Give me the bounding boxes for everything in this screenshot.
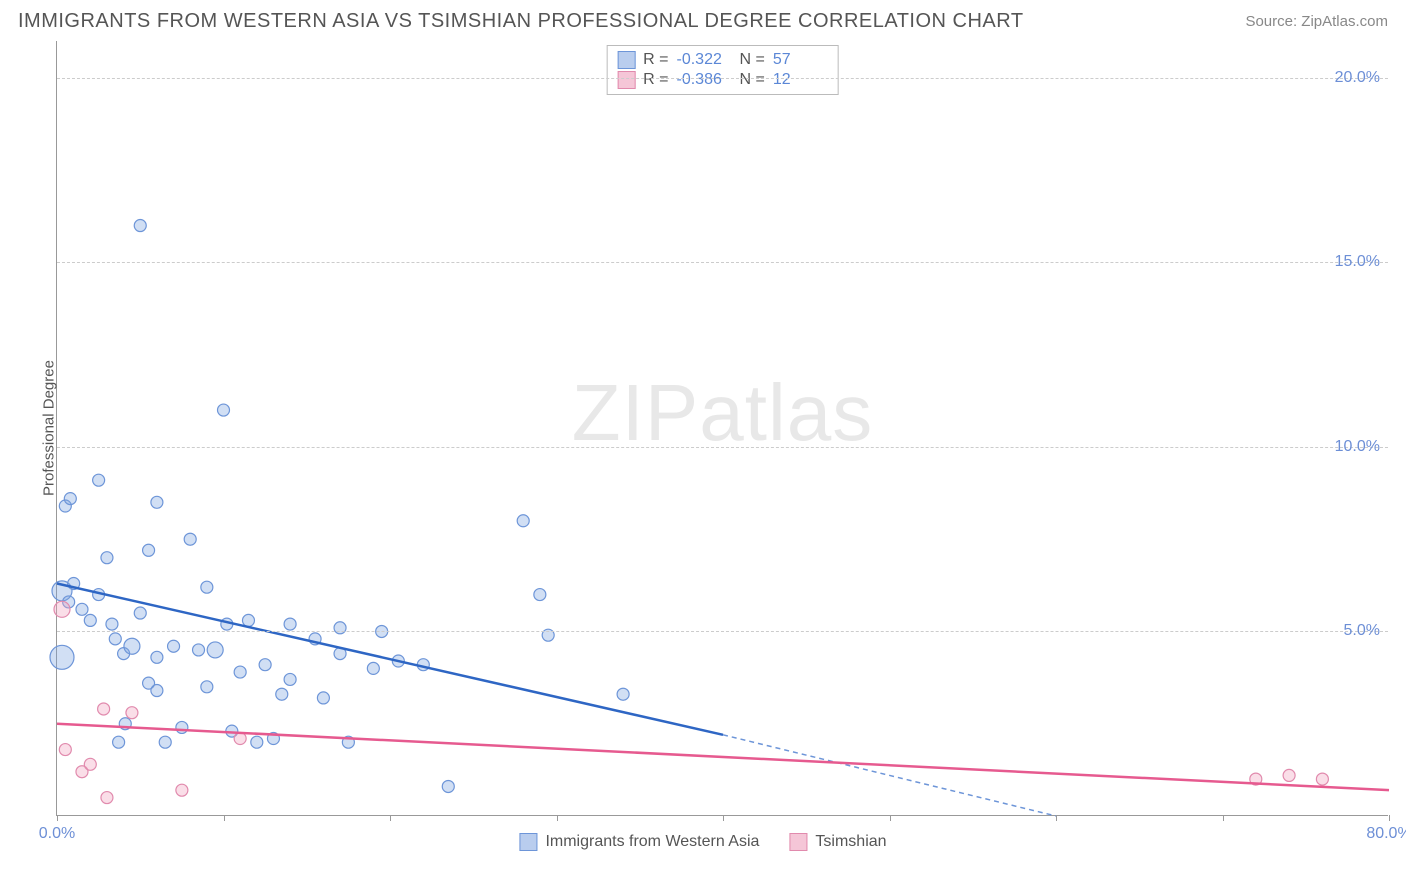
stat-label: N = [740, 71, 765, 89]
series-swatch [617, 71, 635, 89]
data-point [201, 581, 213, 593]
data-point [126, 707, 138, 719]
data-point [93, 474, 105, 486]
data-point [442, 780, 454, 792]
stats-row: R = -0.322 N = 57 [617, 50, 828, 70]
x-tick [723, 815, 724, 821]
x-tick [557, 815, 558, 821]
gridline [57, 78, 1388, 79]
chart-title: IMMIGRANTS FROM WESTERN ASIA VS TSIMSHIA… [18, 10, 1024, 33]
legend-swatch [789, 833, 807, 851]
data-point [159, 736, 171, 748]
x-tick [1389, 815, 1390, 821]
data-point [184, 533, 196, 545]
stat-label: N = [740, 51, 765, 69]
x-tick [1223, 815, 1224, 821]
data-point [317, 692, 329, 704]
scatter-plot-svg [57, 41, 1388, 815]
data-point [251, 736, 263, 748]
series-swatch [617, 51, 635, 69]
data-point [151, 685, 163, 697]
data-point [517, 515, 529, 527]
gridline [57, 447, 1388, 448]
y-tick-label: 5.0% [1344, 622, 1380, 640]
data-point [207, 642, 223, 658]
data-point [64, 493, 76, 505]
data-point [113, 736, 125, 748]
data-point [101, 552, 113, 564]
legend-swatch [519, 833, 537, 851]
series-legend: Immigrants from Western Asia Tsimshian [519, 833, 886, 851]
x-tick [390, 815, 391, 821]
data-point [218, 404, 230, 416]
stat-label: R = [643, 51, 668, 69]
data-point [367, 662, 379, 674]
legend-label: Tsimshian [815, 833, 886, 851]
data-point [54, 601, 70, 617]
data-point [284, 618, 296, 630]
source-label: Source: ZipAtlas.com [1245, 13, 1388, 30]
data-point [1316, 773, 1328, 785]
x-tick-label: 0.0% [39, 825, 75, 843]
data-point [59, 744, 71, 756]
data-point [617, 688, 629, 700]
trend-line-extrapolated [723, 735, 1056, 816]
legend-item: Tsimshian [789, 833, 886, 851]
stats-row: R = -0.386 N = 12 [617, 70, 828, 90]
data-point [50, 645, 74, 669]
data-point [534, 589, 546, 601]
gridline [57, 631, 1388, 632]
data-point [134, 607, 146, 619]
data-point [106, 618, 118, 630]
chart-container: ZIPatlas R =-0.322N =57R =-0.386N =12 Pr… [18, 41, 1388, 861]
data-point [284, 673, 296, 685]
y-tick-label: 20.0% [1335, 69, 1380, 87]
data-point [84, 614, 96, 626]
data-point [98, 703, 110, 715]
data-point [176, 784, 188, 796]
y-tick-label: 15.0% [1335, 253, 1380, 271]
data-point [84, 758, 96, 770]
r-value: -0.386 [677, 71, 732, 89]
x-tick [890, 815, 891, 821]
data-point [109, 633, 121, 645]
legend-label: Immigrants from Western Asia [545, 833, 759, 851]
data-point [151, 496, 163, 508]
data-point [151, 651, 163, 663]
data-point [176, 721, 188, 733]
data-point [234, 666, 246, 678]
x-tick [57, 815, 58, 821]
x-tick-label: 80.0% [1366, 825, 1406, 843]
plot-area: ZIPatlas R =-0.322N =57R =-0.386N =12 Pr… [56, 41, 1388, 816]
gridline [57, 262, 1388, 263]
data-point [259, 659, 271, 671]
data-point [143, 544, 155, 556]
y-tick-label: 10.0% [1335, 438, 1380, 456]
x-tick [224, 815, 225, 821]
n-value: 12 [773, 71, 828, 89]
r-value: -0.322 [677, 51, 732, 69]
data-point [1283, 769, 1295, 781]
data-point [76, 603, 88, 615]
correlation-stats-box: R = -0.322 N = 57 R = -0.386 N = 12 [606, 45, 839, 95]
x-tick [1056, 815, 1057, 821]
data-point [134, 220, 146, 232]
y-axis-title: Professional Degree [41, 360, 58, 496]
data-point [193, 644, 205, 656]
data-point [168, 640, 180, 652]
data-point [101, 792, 113, 804]
data-point [201, 681, 213, 693]
data-point [242, 614, 254, 626]
legend-item: Immigrants from Western Asia [519, 833, 759, 851]
stat-label: R = [643, 71, 668, 89]
n-value: 57 [773, 51, 828, 69]
data-point [276, 688, 288, 700]
data-point [124, 638, 140, 654]
